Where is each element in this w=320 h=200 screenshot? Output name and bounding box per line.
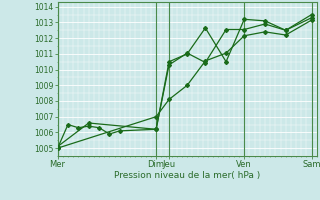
- X-axis label: Pression niveau de la mer( hPa ): Pression niveau de la mer( hPa ): [114, 171, 260, 180]
